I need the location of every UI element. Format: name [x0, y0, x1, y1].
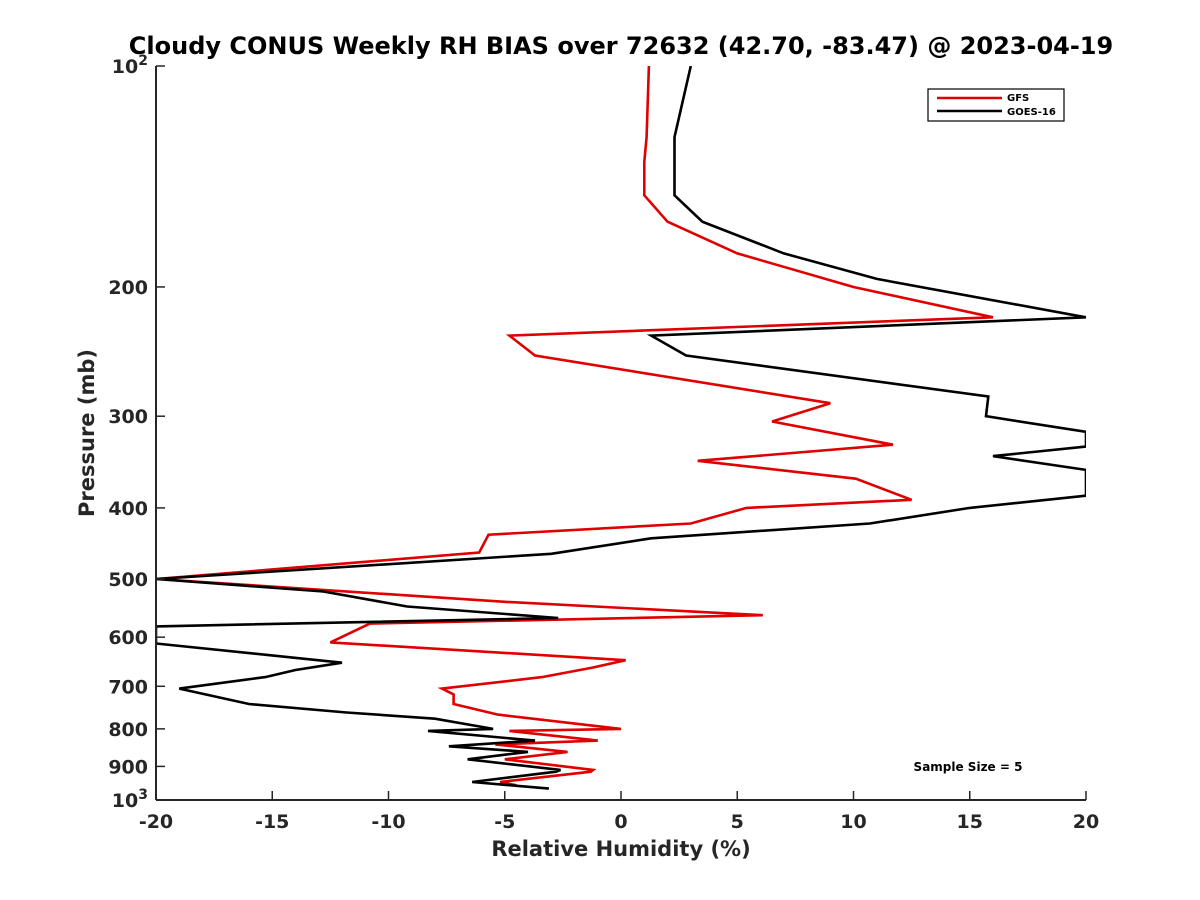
series-line-goes-16: [156, 66, 1086, 790]
series-layer: [156, 66, 1086, 790]
legend-label-goes-16: GOES-16: [1007, 107, 1056, 118]
y-tick-label: 700: [108, 676, 148, 698]
y-tick-label: 800: [108, 719, 148, 741]
y-tick-label: 300: [108, 406, 148, 428]
y-tick-label: 103: [112, 787, 148, 812]
legend: GFS GOES-16: [927, 88, 1065, 122]
x-tick-label: -5: [494, 811, 515, 833]
series-line-gfs: [156, 66, 994, 787]
y-tick-label: 600: [108, 627, 148, 649]
y-tick-label: 900: [108, 756, 148, 778]
y-axis-ticks: 102 200 300 400 500 600 700 800 900 103: [108, 53, 165, 812]
x-axis-ticks: -20 -15 -10 -5 0 5 10 15 20: [139, 791, 1099, 833]
x-tick-label: 5: [731, 811, 744, 833]
y-tick-label: 500: [108, 569, 148, 591]
sample-size-annotation: Sample Size = 5: [914, 760, 1023, 774]
x-tick-label: -10: [371, 811, 405, 833]
y-axis-label: Pressure (mb): [75, 349, 99, 517]
legend-box: [927, 88, 1065, 122]
y-tick-label: 400: [108, 498, 148, 520]
x-tick-label: -20: [139, 811, 173, 833]
x-tick-label: 15: [957, 811, 983, 833]
y-tick-label: 200: [108, 277, 148, 299]
x-tick-label: -15: [255, 811, 289, 833]
legend-label-gfs: GFS: [1007, 93, 1029, 104]
chart-title: Cloudy CONUS Weekly RH BIAS over 72632 (…: [129, 32, 1113, 60]
x-axis-label: Relative Humidity (%): [491, 837, 750, 861]
x-tick-label: 20: [1073, 811, 1099, 833]
x-tick-label: 0: [614, 811, 627, 833]
x-tick-label: 10: [840, 811, 866, 833]
y-tick-label: 102: [112, 53, 148, 78]
